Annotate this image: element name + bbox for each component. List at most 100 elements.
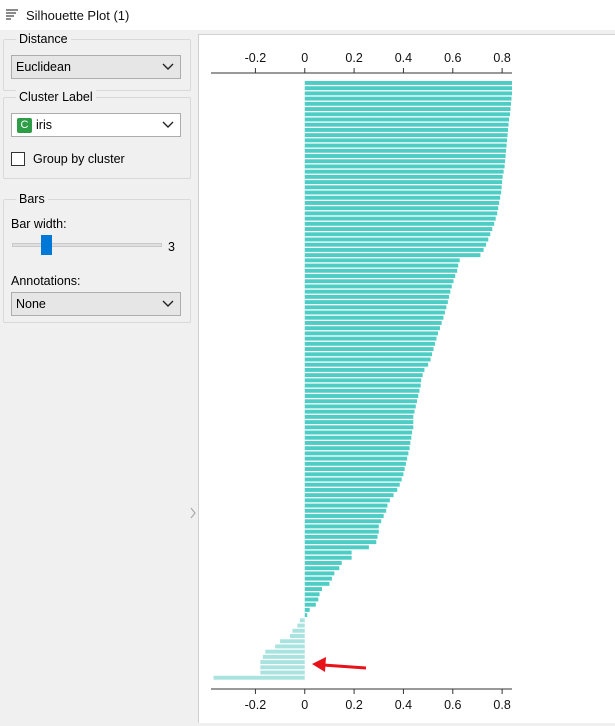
silhouette-bar: [304, 274, 456, 278]
silhouette-bar: [304, 148, 507, 153]
silhouette-bar: [304, 326, 440, 331]
silhouette-bar: [304, 143, 507, 148]
silhouette-plot-icon: [6, 9, 18, 20]
silhouette-bar: [304, 607, 310, 612]
bottom-tick-label: 0.8: [493, 698, 510, 712]
silhouette-bar: [304, 352, 433, 357]
cluster-label-select-value: iris: [36, 118, 52, 132]
silhouette-bar: [304, 321, 442, 325]
silhouette-bar: [304, 487, 398, 492]
silhouette-bar: [265, 649, 305, 654]
silhouette-bar: [304, 435, 412, 440]
top-tick-label: 0.2: [345, 51, 362, 65]
silhouette-bar: [304, 122, 509, 127]
silhouette-bar: [304, 138, 508, 143]
silhouette-bar: [304, 289, 451, 294]
silhouette-bar: [304, 482, 400, 487]
bar-width-slider-track[interactable]: [12, 243, 162, 247]
silhouette-bar: [304, 461, 406, 466]
silhouette-bar: [304, 503, 388, 508]
silhouette-bar: [304, 127, 509, 132]
group-by-cluster-checkbox[interactable]: [11, 152, 25, 166]
silhouette-bar: [304, 566, 340, 571]
bottom-tick-label: 0.4: [395, 698, 412, 712]
silhouette-bar: [304, 519, 382, 524]
top-tick-label: 0: [301, 51, 308, 65]
silhouette-bar: [304, 169, 504, 174]
silhouette-bar: [304, 305, 447, 310]
silhouette-bar: [304, 315, 444, 320]
silhouette-bar: [304, 456, 408, 461]
silhouette-bar: [304, 331, 438, 336]
silhouette-bar: [304, 367, 425, 372]
silhouette-bar: [304, 425, 414, 430]
silhouette-bar: [304, 534, 378, 539]
silhouette-bar: [304, 430, 413, 435]
silhouette-bar: [304, 597, 319, 602]
top-tick-label: 0.4: [395, 51, 412, 65]
cluster-label-select[interactable]: C iris: [11, 113, 181, 137]
top-tick-label: 0.8: [493, 51, 510, 65]
chevron-down-icon: [162, 63, 174, 70]
silhouette-bar: [304, 237, 489, 242]
silhouette-bar: [304, 247, 484, 252]
silhouette-bar: [304, 268, 458, 273]
silhouette-bar: [304, 201, 500, 205]
silhouette-bar: [304, 336, 437, 341]
silhouette-bar: [213, 675, 305, 680]
silhouette-bar: [304, 242, 487, 247]
top-tick-label: -0.2: [245, 51, 267, 65]
silhouette-bar: [304, 227, 493, 232]
top-tick-label: 0.6: [444, 51, 461, 65]
distance-select-value: Euclidean: [16, 60, 71, 74]
silhouette-bar: [304, 159, 506, 164]
silhouette-bar: [304, 529, 379, 534]
silhouette-bar: [304, 394, 419, 398]
silhouette-bar: [304, 571, 335, 576]
silhouette-bar: [304, 96, 512, 101]
silhouette-bar: [304, 576, 332, 581]
silhouette-bar: [304, 399, 418, 404]
distance-select[interactable]: Euclidean: [11, 55, 181, 79]
silhouette-bar: [304, 378, 422, 383]
bars-group: Bars Bar width: 3 Annotations: None: [3, 192, 191, 323]
bottom-tick-label: 0.2: [345, 698, 362, 712]
bars-layer: [213, 81, 512, 680]
plot-area: -0.2 0 0.2 0.4 0.6 0.8 -0.2 0 0.2 0.4 0.6 0.8: [198, 34, 615, 723]
silhouette-bar: [304, 357, 431, 362]
chevron-down-icon: [162, 300, 174, 307]
silhouette-bar: [299, 618, 305, 623]
control-panel: Distance Euclidean Cluster Label C iris …: [0, 30, 195, 723]
bottom-tick-label: 0.6: [444, 698, 461, 712]
silhouette-bar: [304, 81, 512, 85]
bottom-tick-label: 0: [301, 698, 308, 712]
cluster-label-group-title: Cluster Label: [16, 90, 96, 104]
annotations-select[interactable]: None: [11, 292, 181, 316]
cluster-label-group: Cluster Label C iris Group by cluster: [3, 90, 191, 179]
silhouette-bar: [304, 409, 415, 414]
collapse-splitter-icon[interactable]: [189, 505, 197, 521]
silhouette-bar: [304, 388, 420, 393]
silhouette-bar: [304, 101, 512, 106]
silhouette-bar: [304, 180, 503, 185]
bar-width-slider-handle[interactable]: [41, 235, 52, 255]
silhouette-bar: [304, 555, 352, 560]
silhouette-bar: [304, 414, 414, 419]
silhouette-bar: [304, 253, 481, 258]
silhouette-bar: [304, 602, 316, 607]
silhouette-bar: [304, 258, 460, 263]
silhouette-bar: [304, 477, 402, 482]
silhouette-bar: [304, 107, 511, 112]
silhouette-bar: [262, 654, 305, 659]
silhouette-bar: [304, 383, 421, 388]
silhouette-bar: [304, 550, 352, 555]
silhouette-bar: [304, 592, 320, 597]
silhouette-bar: [304, 185, 502, 190]
silhouette-bar: [304, 347, 434, 352]
silhouette-bar: [304, 164, 505, 169]
bars-group-title: Bars: [16, 192, 48, 206]
silhouette-bar: [304, 561, 342, 565]
annotations-select-value: None: [16, 297, 46, 311]
axis-top: -0.2 0 0.2 0.4 0.6 0.8: [211, 51, 512, 74]
silhouette-bar: [304, 310, 445, 315]
